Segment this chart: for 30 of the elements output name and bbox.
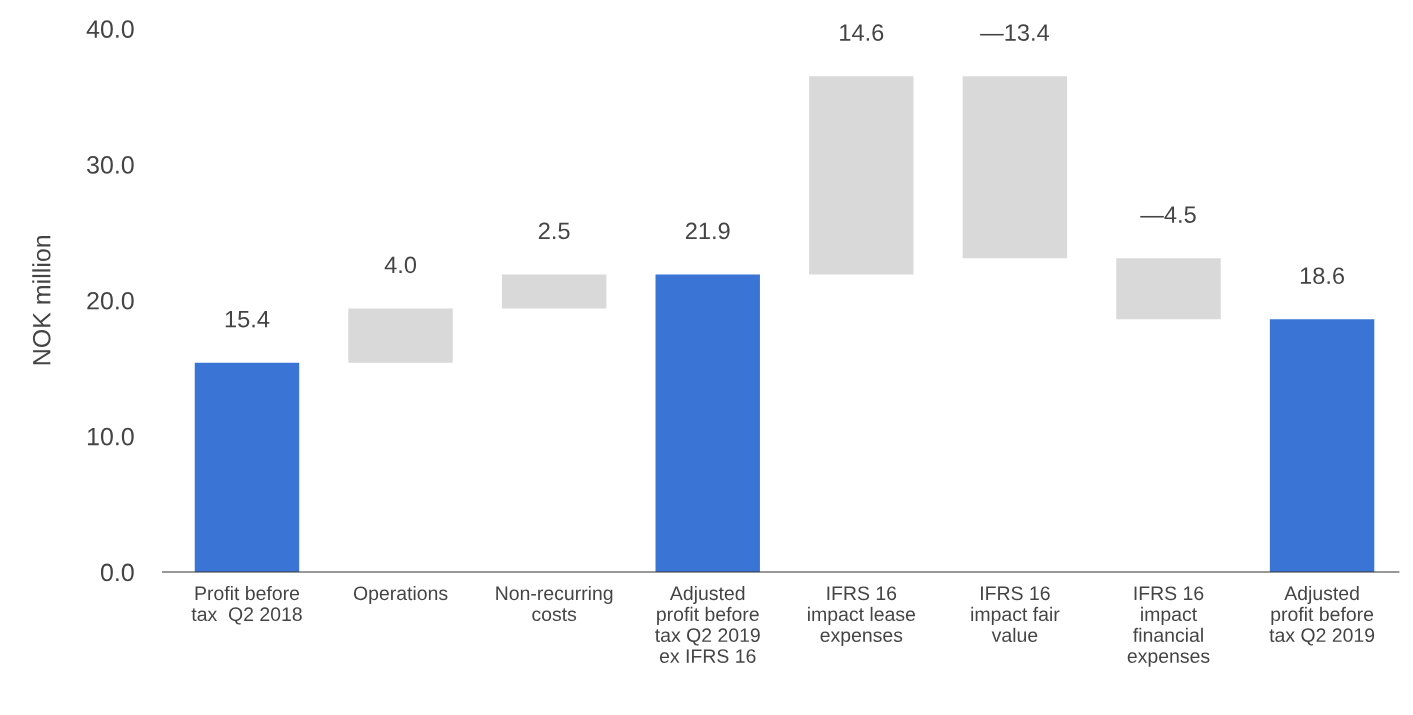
bar xyxy=(655,274,760,572)
y-tick-label: 20.0 xyxy=(87,291,134,310)
bar xyxy=(348,308,453,363)
data-label: —4.5 xyxy=(1140,206,1196,223)
x-tick-label: Adjusted profit before tax Q2 2019 xyxy=(1269,585,1375,646)
y-tick-label: 10.0 xyxy=(87,427,134,446)
x-tick-label: IFRS 16 impact lease expenses xyxy=(808,586,916,646)
bar xyxy=(809,76,914,275)
x-tick-label: Operations xyxy=(353,585,448,605)
y-axis-title: NOK million xyxy=(32,235,51,365)
bar xyxy=(1116,258,1221,320)
data-label: 4.0 xyxy=(384,256,417,274)
x-tick-label: Profit before tax Q2 2018 xyxy=(191,585,302,625)
y-tick-label: 40.0 xyxy=(86,20,134,38)
y-tick-label: 0.0 xyxy=(100,563,134,582)
x-tick-label: Adjusted profit before tax Q2 2019 ex IFRS 16 xyxy=(655,585,760,663)
data-label: —13.4 xyxy=(980,24,1049,41)
data-label: 15.4 xyxy=(225,311,270,328)
y-tick-label: 30.0 xyxy=(87,156,134,174)
x-tick-label: IFRS 16 impact financial expenses xyxy=(1127,586,1210,667)
x-tick-label: Non-recurring costs xyxy=(496,585,613,622)
bar xyxy=(1269,319,1375,572)
data-label: 14.6 xyxy=(840,24,884,41)
x-tick-label: IFRS 16 impact fair value xyxy=(971,586,1060,643)
bar xyxy=(194,362,300,572)
data-label: 2.5 xyxy=(538,222,570,240)
bar xyxy=(962,76,1068,259)
data-label: 21.9 xyxy=(685,222,730,240)
bar xyxy=(501,274,607,309)
data-label: 18.6 xyxy=(1300,267,1345,285)
